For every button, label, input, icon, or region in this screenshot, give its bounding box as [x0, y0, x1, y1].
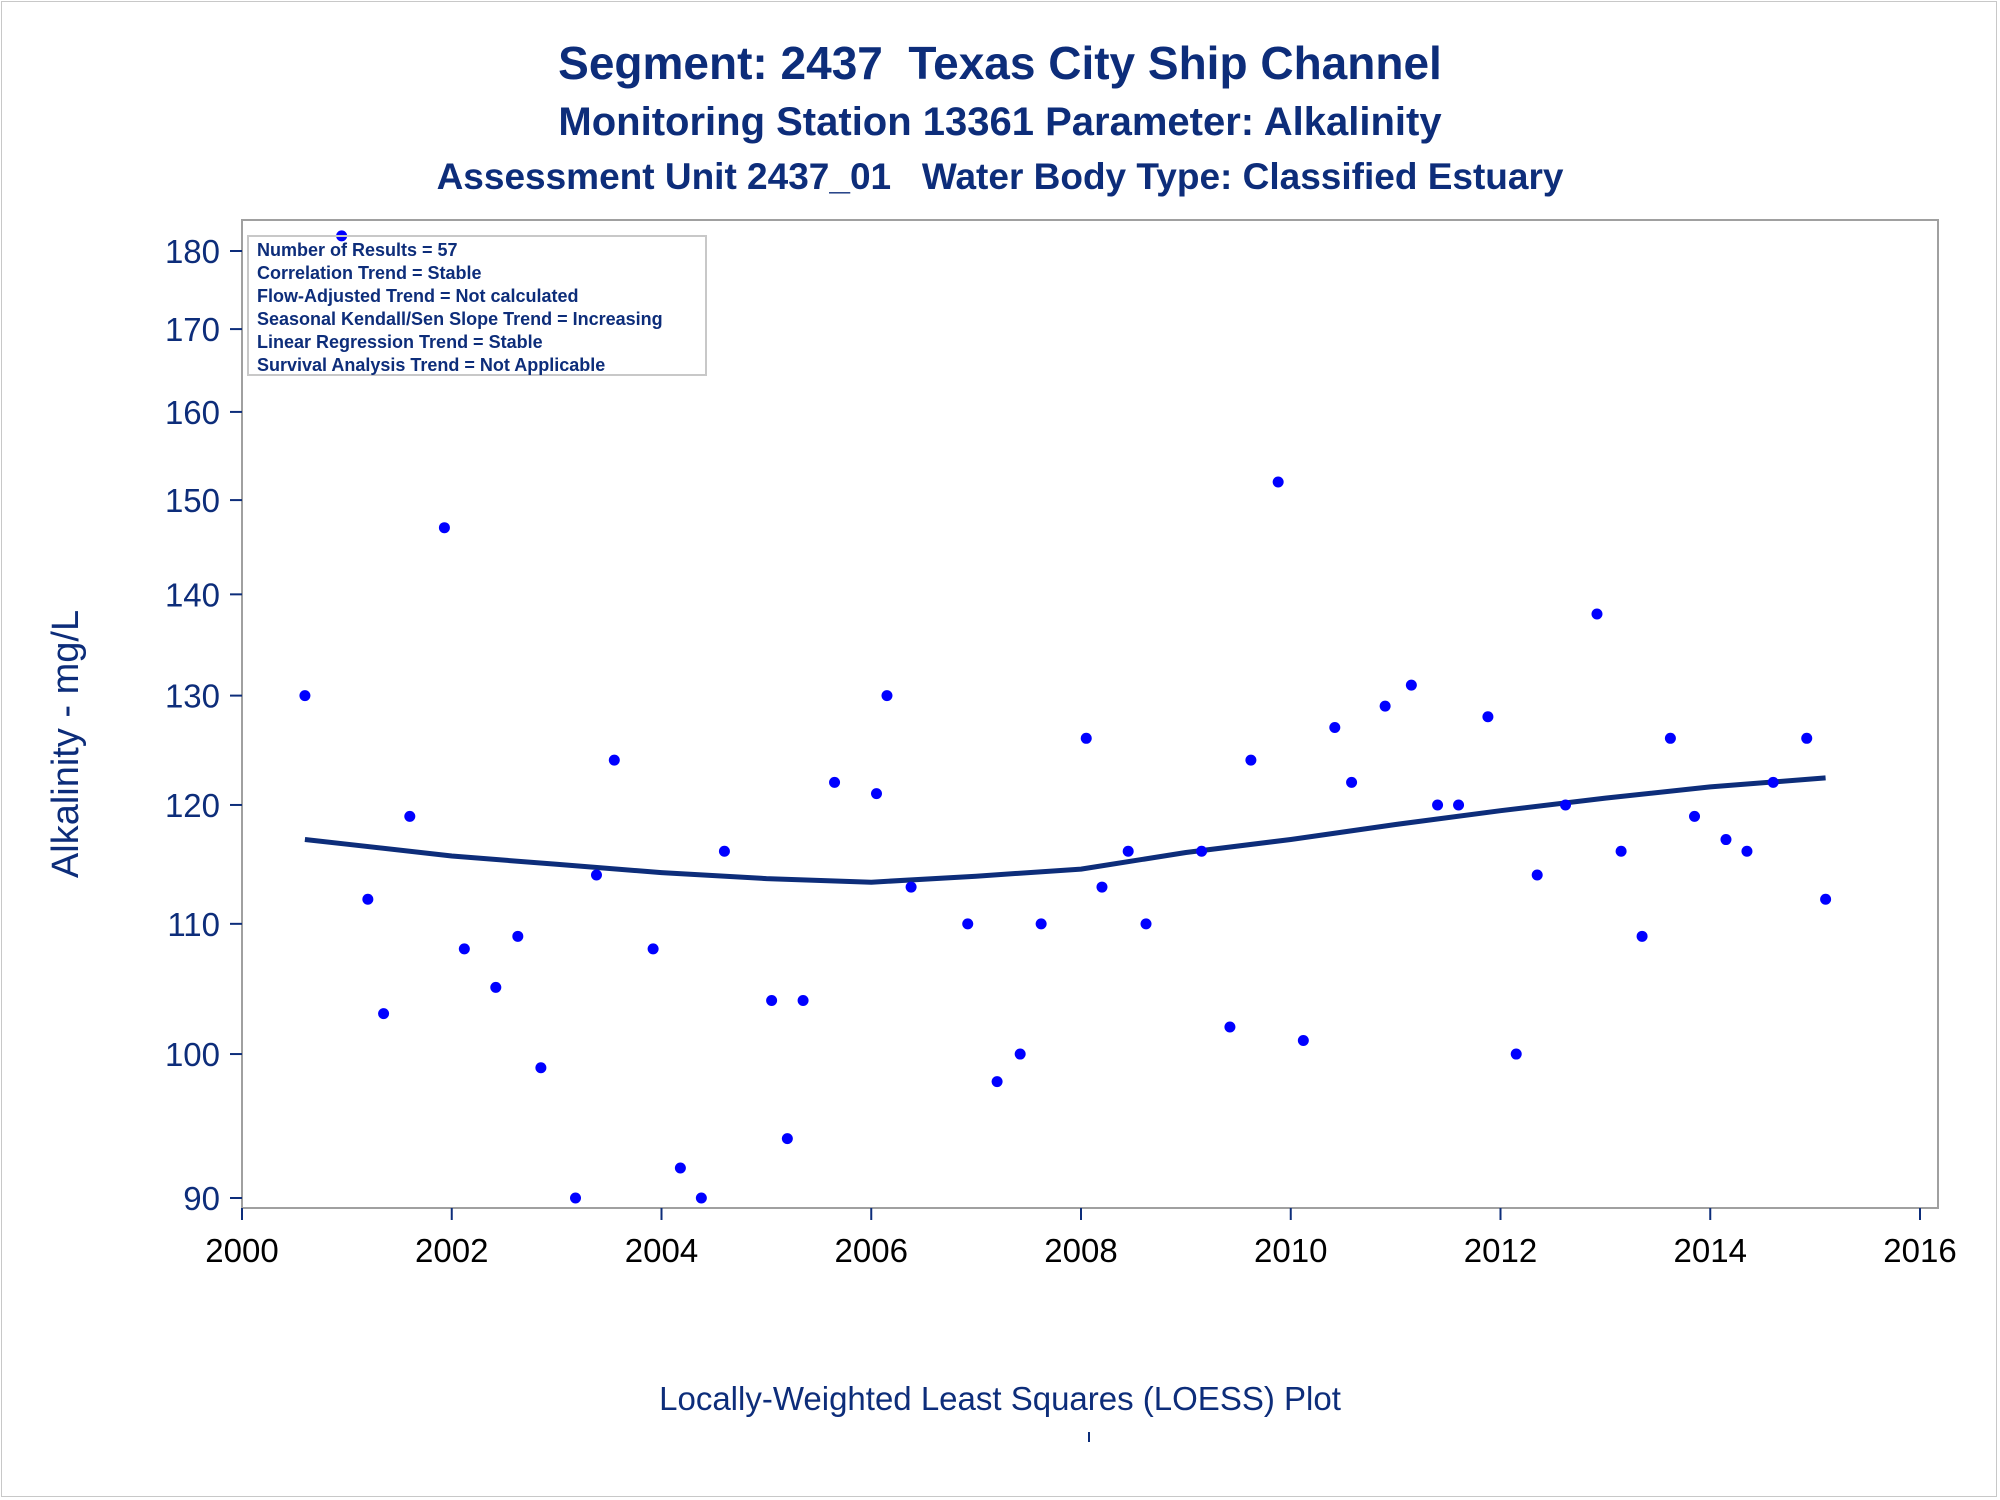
data-point: [1720, 834, 1732, 846]
data-point: [1560, 799, 1572, 811]
data-point: [1482, 711, 1494, 723]
data-point: [674, 1162, 686, 1174]
data-point: [766, 994, 778, 1006]
chart-title: Segment: 2437 Texas City Ship Channel: [558, 37, 1442, 89]
data-point: [647, 943, 659, 955]
data-point: [590, 869, 602, 881]
x-tick-label: 2000: [205, 1232, 278, 1269]
y-tick-label: 140: [165, 576, 220, 613]
stats-line: Seasonal Kendall/Sen Slope Trend = Incre…: [257, 309, 663, 329]
stats-line: Number of Results = 57: [257, 240, 458, 260]
data-point: [1196, 845, 1208, 857]
data-point: [797, 994, 809, 1006]
data-point: [1689, 810, 1701, 822]
y-tick-label: 100: [165, 1036, 220, 1073]
data-point: [1432, 799, 1444, 811]
data-point: [1014, 1048, 1026, 1060]
data-point: [378, 1008, 390, 1020]
data-point: [1346, 776, 1358, 788]
x-tick-label: 2010: [1254, 1232, 1327, 1269]
data-point: [1224, 1021, 1236, 1033]
x-tick-label: 2004: [625, 1232, 698, 1269]
data-point: [362, 893, 374, 905]
chart-subtitle: Monitoring Station 13361 Parameter: Alka…: [558, 100, 1442, 144]
data-point: [695, 1192, 707, 1204]
data-point: [1297, 1034, 1309, 1046]
data-point: [570, 1192, 582, 1204]
stats-line: Survival Analysis Trend = Not Applicable: [257, 355, 606, 375]
x-tick-label: 2014: [1674, 1232, 1747, 1269]
footnote-tick: [1088, 1432, 1090, 1442]
stats-box: Number of Results = 57 Correlation Trend…: [247, 235, 707, 376]
data-point: [512, 930, 524, 942]
plot-area: [241, 219, 1939, 1209]
x-tick-label: 2002: [415, 1232, 488, 1269]
data-point: [962, 918, 974, 930]
data-point: [1140, 918, 1152, 930]
x-tick-label: 2012: [1464, 1232, 1537, 1269]
stats-line: Correlation Trend = Stable: [257, 263, 482, 283]
data-point: [1379, 700, 1391, 712]
data-point: [535, 1062, 547, 1074]
data-point: [905, 881, 917, 893]
y-tick-label: 160: [165, 394, 220, 431]
data-point: [1096, 881, 1108, 893]
data-point: [1245, 754, 1257, 766]
y-tick-label: 120: [165, 787, 220, 824]
data-point: [1531, 869, 1543, 881]
data-point: [1272, 476, 1284, 488]
data-point: [1122, 845, 1134, 857]
stats-line: Flow-Adjusted Trend = Not calculated: [257, 286, 579, 306]
data-point: [299, 690, 311, 702]
x-tick-label: 2016: [1883, 1232, 1956, 1269]
data-point: [458, 943, 470, 955]
data-point: [991, 1076, 1003, 1088]
y-tick-label: 90: [183, 1180, 220, 1217]
data-point: [1329, 722, 1341, 734]
data-point: [1615, 845, 1627, 857]
data-point: [1591, 608, 1603, 620]
chart-subtitle-2: Assessment Unit 2437_01 Water Body Type:…: [436, 156, 1564, 197]
data-point: [781, 1133, 793, 1145]
data-point: [1801, 732, 1813, 744]
data-point: [438, 522, 450, 534]
data-point: [1080, 732, 1092, 744]
stats-line: Linear Regression Trend = Stable: [257, 332, 543, 352]
data-point: [1035, 918, 1047, 930]
y-tick-label: 150: [165, 482, 220, 519]
data-point: [718, 845, 730, 857]
data-point: [1510, 1048, 1522, 1060]
x-tick-label: 2008: [1044, 1232, 1117, 1269]
data-point: [1405, 679, 1417, 691]
y-tick-label: 170: [165, 311, 220, 348]
data-point: [870, 788, 882, 800]
data-point: [404, 810, 416, 822]
data-point: [1636, 930, 1648, 942]
y-axis-label: Alkalinity - mg/L: [45, 610, 87, 878]
data-point: [1767, 776, 1779, 788]
data-point: [881, 690, 893, 702]
data-point: [1453, 799, 1465, 811]
y-tick-label: 130: [165, 678, 220, 715]
data-point: [490, 981, 502, 993]
data-point: [1741, 845, 1753, 857]
data-point: [1664, 732, 1676, 744]
data-point: [1820, 893, 1832, 905]
x-tick-label: 2006: [835, 1232, 908, 1269]
data-point: [608, 754, 620, 766]
loess-curve: [304, 775, 1826, 885]
y-tick-label: 110: [167, 906, 220, 943]
data-point: [829, 776, 841, 788]
footnote: Locally-Weighted Least Squares (LOESS) P…: [659, 1380, 1341, 1417]
y-tick-label: 180: [165, 233, 220, 270]
